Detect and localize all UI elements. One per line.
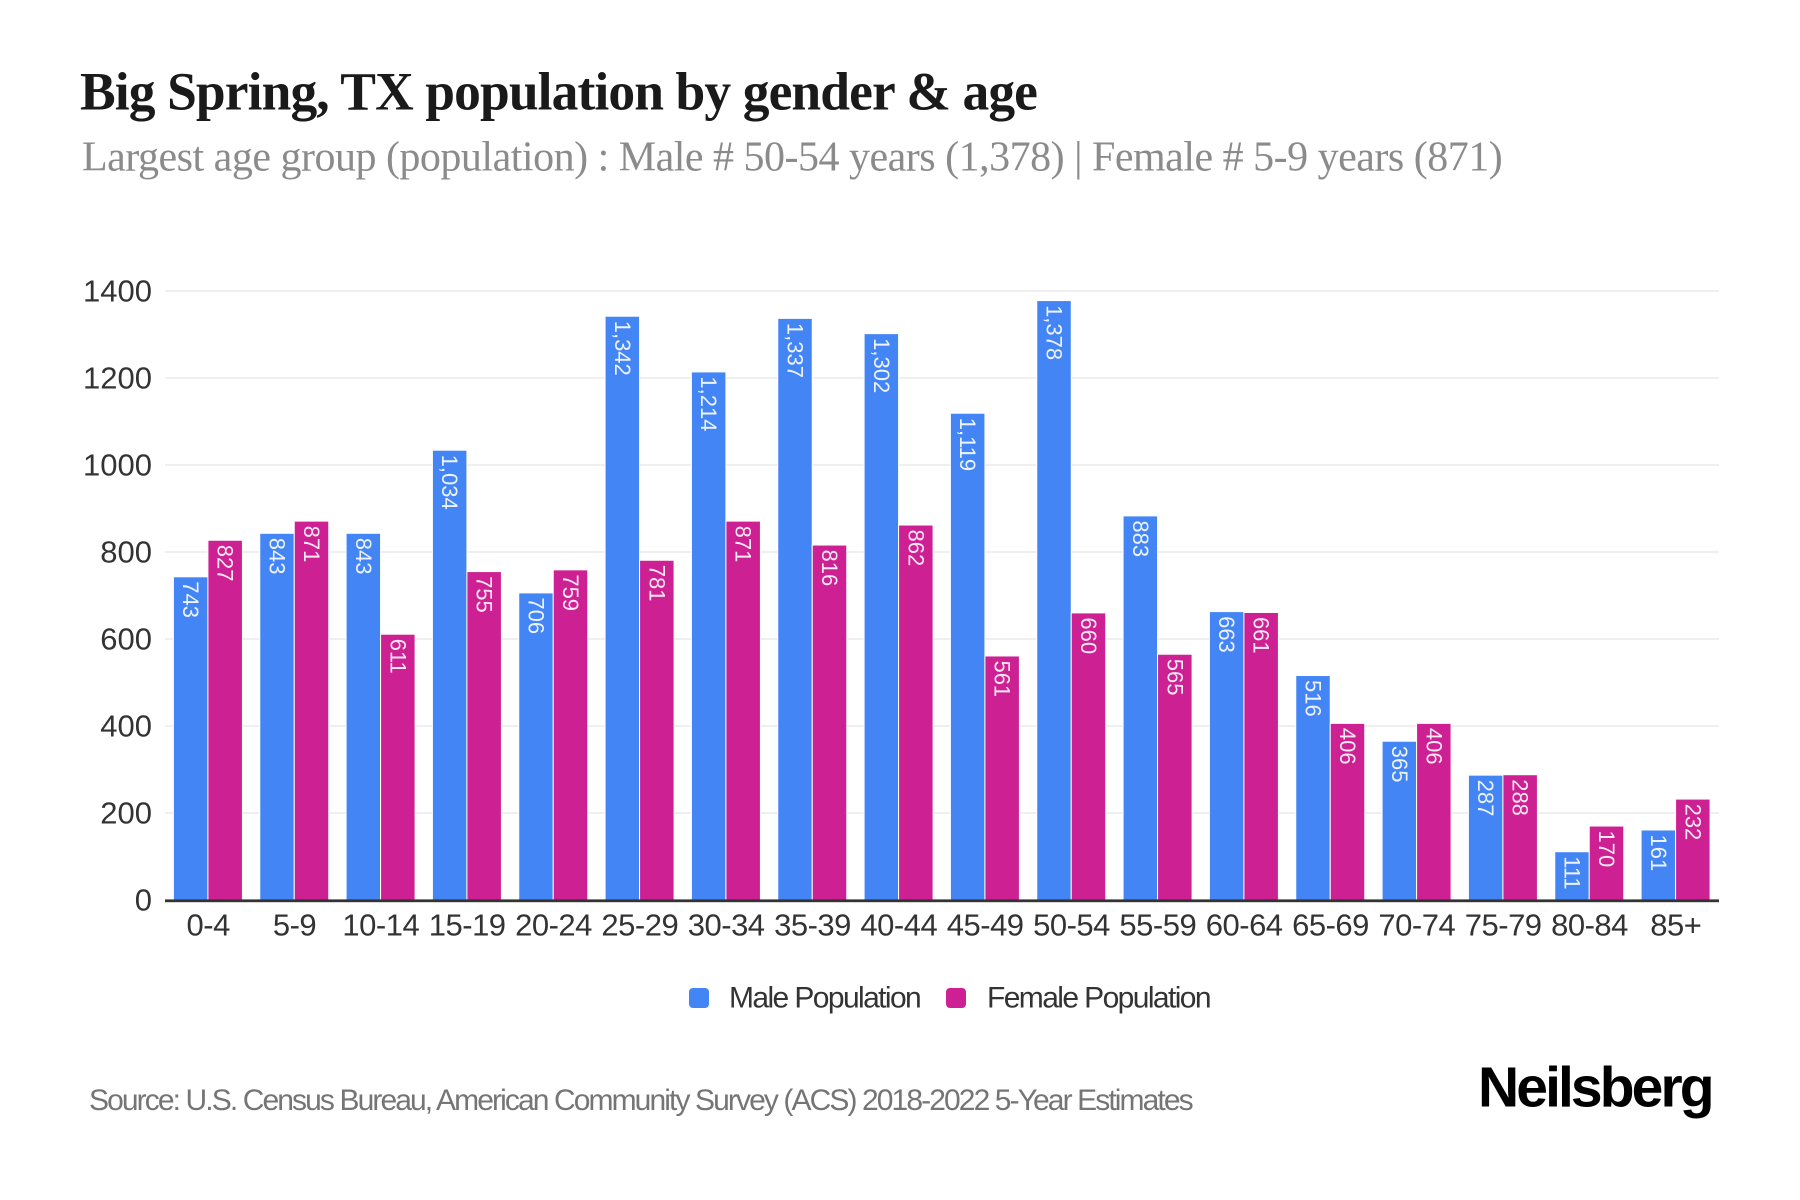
svg-text:600: 600 (100, 622, 152, 657)
svg-text:883: 883 (1128, 520, 1153, 557)
svg-text:45-49: 45-49 (947, 908, 1024, 943)
svg-text:0: 0 (135, 883, 152, 918)
svg-text:516: 516 (1301, 680, 1326, 717)
svg-text:287: 287 (1473, 780, 1498, 817)
svg-text:400: 400 (100, 709, 152, 744)
svg-text:800: 800 (100, 535, 152, 570)
svg-text:161: 161 (1646, 834, 1671, 871)
svg-text:60-64: 60-64 (1206, 908, 1283, 943)
svg-text:406: 406 (1335, 728, 1360, 765)
svg-text:1,302: 1,302 (869, 338, 894, 393)
svg-text:706: 706 (524, 597, 549, 634)
svg-text:30-34: 30-34 (688, 908, 765, 943)
svg-text:1,337: 1,337 (783, 323, 808, 378)
svg-text:1400: 1400 (83, 274, 152, 309)
svg-text:35-39: 35-39 (774, 908, 851, 943)
svg-text:0-4: 0-4 (187, 908, 231, 943)
svg-text:365: 365 (1387, 746, 1412, 783)
svg-text:1000: 1000 (83, 448, 152, 483)
svg-text:15-19: 15-19 (429, 908, 506, 943)
svg-text:871: 871 (299, 526, 324, 563)
svg-text:755: 755 (472, 576, 497, 613)
svg-text:1,378: 1,378 (1042, 305, 1067, 360)
svg-text:85+: 85+ (1650, 908, 1701, 943)
svg-text:661: 661 (1249, 617, 1274, 654)
svg-text:111: 111 (1560, 856, 1585, 889)
svg-text:1,342: 1,342 (610, 321, 635, 376)
svg-text:781: 781 (644, 565, 669, 602)
svg-text:10-14: 10-14 (342, 908, 419, 943)
svg-text:Neilsberg: Neilsberg (1478, 1056, 1712, 1120)
svg-text:611: 611 (385, 639, 410, 674)
svg-text:80-84: 80-84 (1551, 908, 1628, 943)
svg-text:65-69: 65-69 (1292, 908, 1369, 943)
svg-text:70-74: 70-74 (1378, 908, 1455, 943)
svg-text:565: 565 (1162, 659, 1187, 696)
svg-text:Source: U.S. Census Bureau, Am: Source: U.S. Census Bureau, American Com… (89, 1084, 1193, 1117)
svg-text:406: 406 (1421, 728, 1446, 765)
svg-text:20-24: 20-24 (515, 908, 592, 943)
svg-text:816: 816 (817, 550, 842, 587)
svg-text:Male Population: Male Population (729, 982, 920, 1015)
svg-text:Big Spring, TX population by g: Big Spring, TX population by gender & ag… (80, 62, 1037, 122)
svg-text:1200: 1200 (83, 361, 152, 396)
svg-text:55-59: 55-59 (1119, 908, 1196, 943)
svg-text:288: 288 (1508, 779, 1533, 816)
svg-text:25-29: 25-29 (601, 908, 678, 943)
svg-text:660: 660 (1076, 617, 1101, 654)
svg-text:759: 759 (558, 574, 583, 611)
svg-text:827: 827 (213, 545, 238, 582)
svg-text:75-79: 75-79 (1465, 908, 1542, 943)
svg-text:200: 200 (100, 796, 152, 831)
svg-text:1,119: 1,119 (955, 418, 980, 471)
svg-text:561: 561 (990, 660, 1015, 697)
svg-text:862: 862 (903, 530, 928, 567)
svg-text:663: 663 (1214, 616, 1239, 653)
svg-text:843: 843 (265, 538, 290, 575)
svg-text:871: 871 (731, 526, 756, 563)
svg-text:170: 170 (1594, 831, 1619, 868)
svg-text:Largest age group (population): Largest age group (population) : Male # … (82, 135, 1502, 181)
svg-text:40-44: 40-44 (860, 908, 937, 943)
svg-text:Female Population: Female Population (987, 982, 1210, 1015)
svg-text:1,214: 1,214 (696, 376, 721, 431)
svg-text:50-54: 50-54 (1033, 908, 1110, 943)
svg-text:232: 232 (1680, 804, 1705, 841)
svg-text:5-9: 5-9 (273, 908, 316, 943)
svg-text:843: 843 (351, 538, 376, 575)
svg-text:743: 743 (178, 581, 203, 618)
svg-text:1,034: 1,034 (437, 455, 462, 510)
